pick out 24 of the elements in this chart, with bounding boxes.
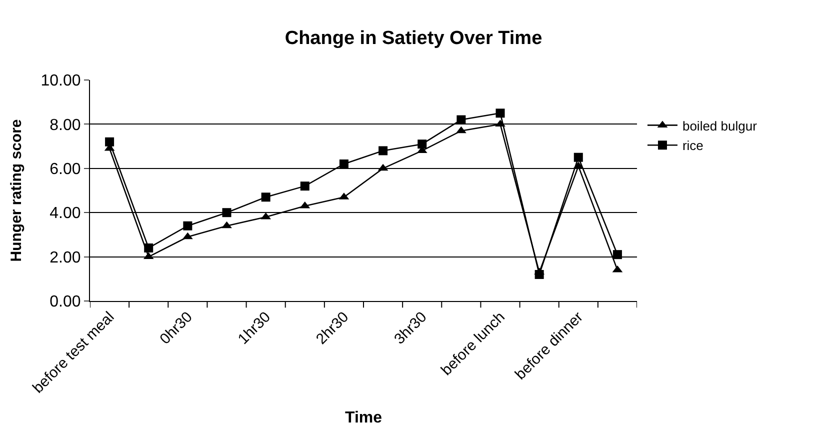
y-tick-label: 4.00 bbox=[50, 205, 81, 222]
x-axis-title: Time bbox=[344, 409, 382, 426]
legend-label: rice bbox=[682, 138, 704, 154]
chart-title: Change in Satiety Over Time bbox=[284, 28, 542, 49]
point bbox=[105, 137, 114, 146]
point bbox=[496, 108, 505, 118]
y-tick-label: 10.00 bbox=[40, 72, 81, 90]
y-tick-label: 2.00 bbox=[50, 249, 81, 266]
point bbox=[222, 221, 232, 228]
point bbox=[339, 159, 348, 168]
legend-label: boiled bulgur bbox=[682, 118, 758, 134]
point bbox=[222, 208, 232, 218]
y-tick-label: 6.00 bbox=[50, 161, 81, 178]
point bbox=[183, 221, 192, 230]
point bbox=[378, 146, 388, 156]
point bbox=[612, 250, 622, 260]
point bbox=[418, 140, 427, 149]
point bbox=[574, 152, 583, 162]
point bbox=[456, 115, 466, 124]
point bbox=[300, 182, 310, 191]
y-tick-label: 8.00 bbox=[50, 116, 81, 134]
y-tick-label: 0.00 bbox=[50, 294, 81, 311]
y-axis-title: Hunger rating score bbox=[8, 119, 26, 262]
point bbox=[261, 192, 270, 202]
